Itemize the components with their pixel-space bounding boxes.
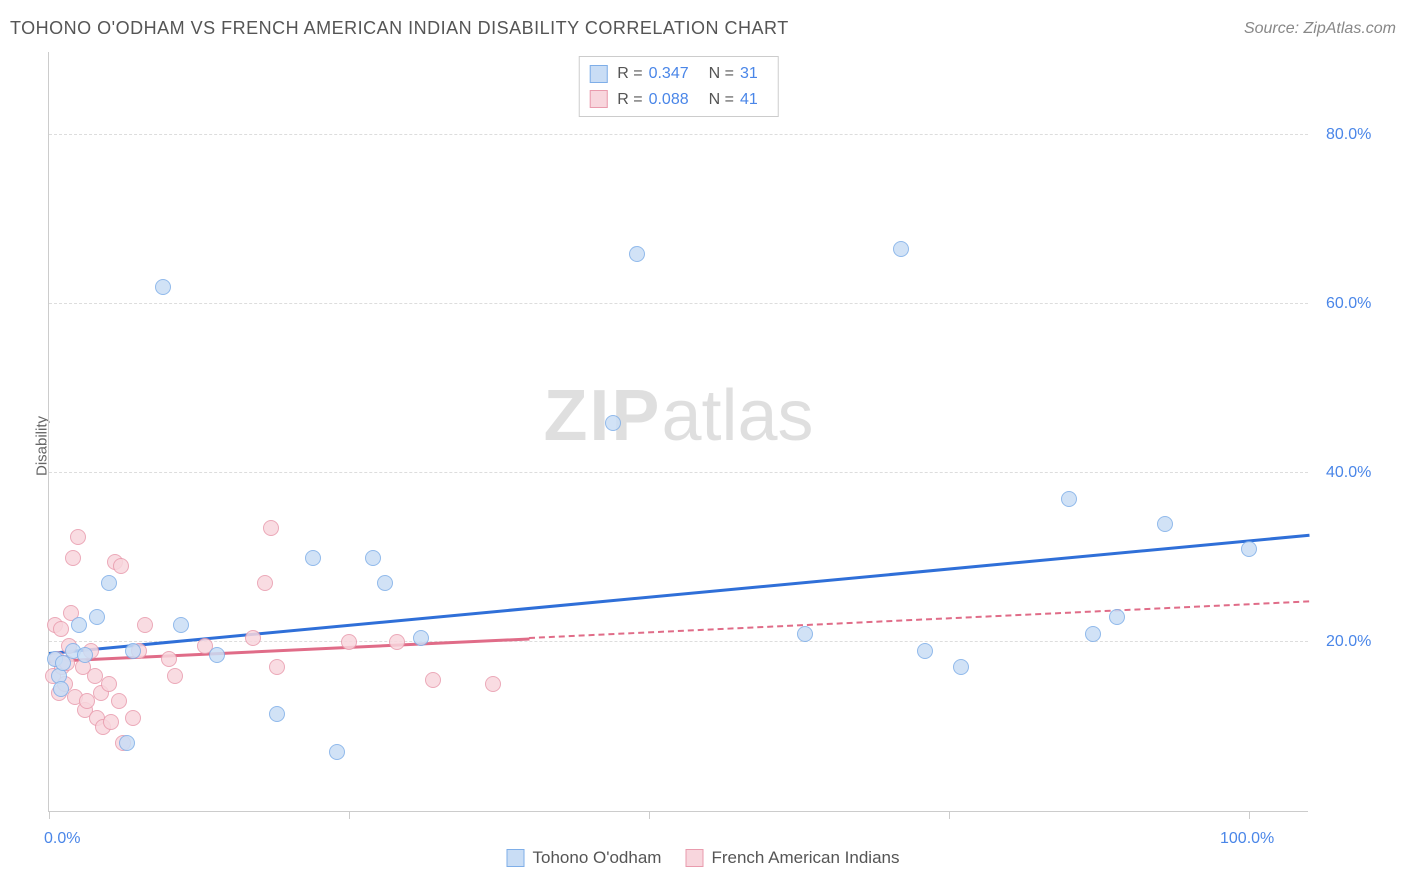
legend-stats-box: R = 0.347 N = 31 R = 0.088 N = 41 bbox=[578, 56, 779, 117]
legend-stats-row-1: R = 0.088 N = 41 bbox=[589, 87, 768, 113]
y-tick-label: 80.0% bbox=[1326, 126, 1371, 144]
data-point-tohono bbox=[893, 241, 909, 257]
data-point-tohono bbox=[377, 575, 393, 591]
legend-swatch-french bbox=[685, 849, 703, 867]
data-point-tohono bbox=[173, 617, 189, 633]
gridline bbox=[49, 303, 1308, 304]
data-point-tohono bbox=[1085, 626, 1101, 642]
data-point-tohono bbox=[71, 617, 87, 633]
data-point-tohono bbox=[1109, 609, 1125, 625]
r-value-0: 0.347 bbox=[649, 61, 689, 87]
data-point-french bbox=[65, 550, 81, 566]
n-value-1: 41 bbox=[740, 87, 758, 113]
data-point-french bbox=[257, 575, 273, 591]
watermark: ZIPatlas bbox=[543, 375, 813, 457]
trend-line-french-dashed bbox=[529, 601, 1309, 640]
data-point-tohono bbox=[1157, 516, 1173, 532]
data-point-tohono bbox=[1061, 491, 1077, 507]
x-tick bbox=[49, 811, 50, 819]
chart-title: TOHONO O'ODHAM VS FRENCH AMERICAN INDIAN… bbox=[10, 18, 789, 39]
data-point-french bbox=[111, 693, 127, 709]
n-value-0: 31 bbox=[740, 61, 758, 87]
data-point-tohono bbox=[119, 735, 135, 751]
data-point-french bbox=[245, 630, 261, 646]
data-point-french bbox=[425, 672, 441, 688]
scatter-plot-area: ZIPatlas R = 0.347 N = 31 R = 0.088 N = … bbox=[48, 52, 1308, 812]
legend-swatch-tohono bbox=[589, 65, 607, 83]
legend-swatch-french bbox=[589, 90, 607, 108]
data-point-tohono bbox=[413, 630, 429, 646]
n-label: N = bbox=[709, 87, 734, 113]
data-point-tohono bbox=[209, 647, 225, 663]
data-point-tohono bbox=[269, 706, 285, 722]
legend-item-french: French American Indians bbox=[685, 848, 899, 868]
y-tick-label: 20.0% bbox=[1326, 633, 1371, 651]
x-tick bbox=[349, 811, 350, 819]
x-tick-label: 100.0% bbox=[1220, 830, 1274, 848]
r-value-1: 0.088 bbox=[649, 87, 689, 113]
x-tick-label: 0.0% bbox=[44, 830, 80, 848]
x-tick bbox=[949, 811, 950, 819]
data-point-french bbox=[125, 710, 141, 726]
data-point-tohono bbox=[329, 744, 345, 760]
data-point-tohono bbox=[629, 246, 645, 262]
legend-item-tohono: Tohono O'odham bbox=[507, 848, 662, 868]
data-point-tohono bbox=[77, 647, 93, 663]
data-point-tohono bbox=[797, 626, 813, 642]
legend-stats-row-0: R = 0.347 N = 31 bbox=[589, 61, 768, 87]
data-point-tohono bbox=[953, 659, 969, 675]
data-point-tohono bbox=[155, 279, 171, 295]
data-point-french bbox=[263, 520, 279, 536]
gridline bbox=[49, 641, 1308, 642]
data-point-tohono bbox=[1241, 541, 1257, 557]
data-point-tohono bbox=[917, 643, 933, 659]
data-point-french bbox=[87, 668, 103, 684]
data-point-french bbox=[103, 714, 119, 730]
data-point-french bbox=[167, 668, 183, 684]
data-point-french bbox=[70, 529, 86, 545]
data-point-french bbox=[137, 617, 153, 633]
y-tick-label: 60.0% bbox=[1326, 295, 1371, 313]
data-point-tohono bbox=[605, 415, 621, 431]
x-tick bbox=[649, 811, 650, 819]
data-point-tohono bbox=[125, 643, 141, 659]
data-point-french bbox=[53, 621, 69, 637]
data-point-french bbox=[341, 634, 357, 650]
legend-label-tohono: Tohono O'odham bbox=[533, 848, 662, 868]
legend-bottom: Tohono O'odham French American Indians bbox=[507, 848, 900, 868]
gridline bbox=[49, 472, 1308, 473]
n-label: N = bbox=[709, 61, 734, 87]
data-point-tohono bbox=[101, 575, 117, 591]
gridline bbox=[49, 134, 1308, 135]
data-point-french bbox=[389, 634, 405, 650]
data-point-french bbox=[269, 659, 285, 675]
source-attribution: Source: ZipAtlas.com bbox=[1244, 20, 1396, 38]
x-tick bbox=[1249, 811, 1250, 819]
r-label: R = bbox=[617, 61, 642, 87]
data-point-french bbox=[161, 651, 177, 667]
data-point-tohono bbox=[89, 609, 105, 625]
y-tick-label: 40.0% bbox=[1326, 464, 1371, 482]
trend-line-tohono bbox=[49, 533, 1309, 654]
legend-swatch-tohono bbox=[507, 849, 525, 867]
data-point-french bbox=[101, 676, 117, 692]
legend-label-french: French American Indians bbox=[711, 848, 899, 868]
data-point-french bbox=[113, 558, 129, 574]
data-point-tohono bbox=[53, 681, 69, 697]
data-point-tohono bbox=[365, 550, 381, 566]
data-point-tohono bbox=[305, 550, 321, 566]
r-label: R = bbox=[617, 87, 642, 113]
data-point-french bbox=[485, 676, 501, 692]
